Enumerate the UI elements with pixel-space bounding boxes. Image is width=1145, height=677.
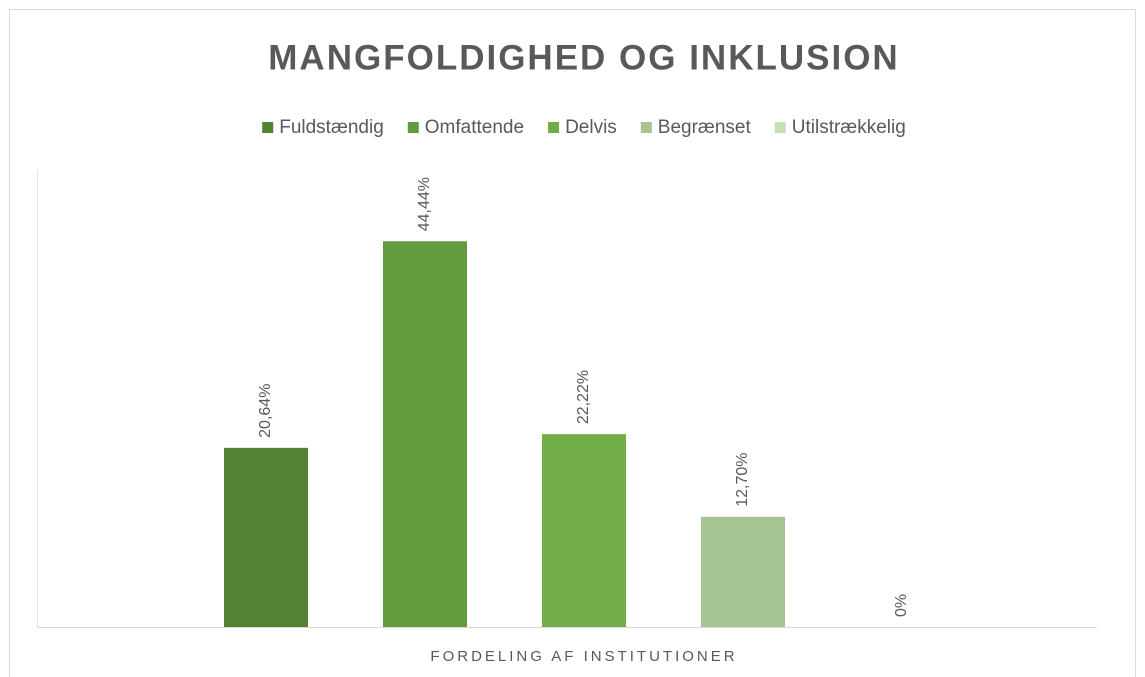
chart-title: MANGFOLDIGHED OG INKLUSION [268, 38, 899, 77]
legend-swatch [774, 122, 786, 133]
bar [542, 434, 626, 627]
bar [701, 516, 785, 627]
data-label: 44,44% [416, 177, 433, 231]
bar [224, 447, 308, 627]
legend-swatch [548, 122, 560, 133]
legend-label: Fuldstændig [279, 117, 384, 138]
legend-label: Omfattende [425, 117, 524, 138]
legend-swatch [407, 122, 419, 133]
x-axis-label: FORDELING AF INSTITUTIONER [430, 648, 737, 665]
data-label: 22,22% [575, 370, 592, 424]
legend-label: Begrænset [658, 117, 752, 138]
data-label: 0% [893, 594, 910, 617]
legend-label: Delvis [565, 117, 617, 138]
legend-swatch [262, 122, 274, 133]
data-label: 12,70% [734, 452, 751, 506]
bar [383, 241, 467, 627]
data-label: 20,64% [257, 384, 274, 438]
legend-swatch [640, 122, 652, 133]
legend-label: Utilstrækkelig [792, 117, 906, 138]
